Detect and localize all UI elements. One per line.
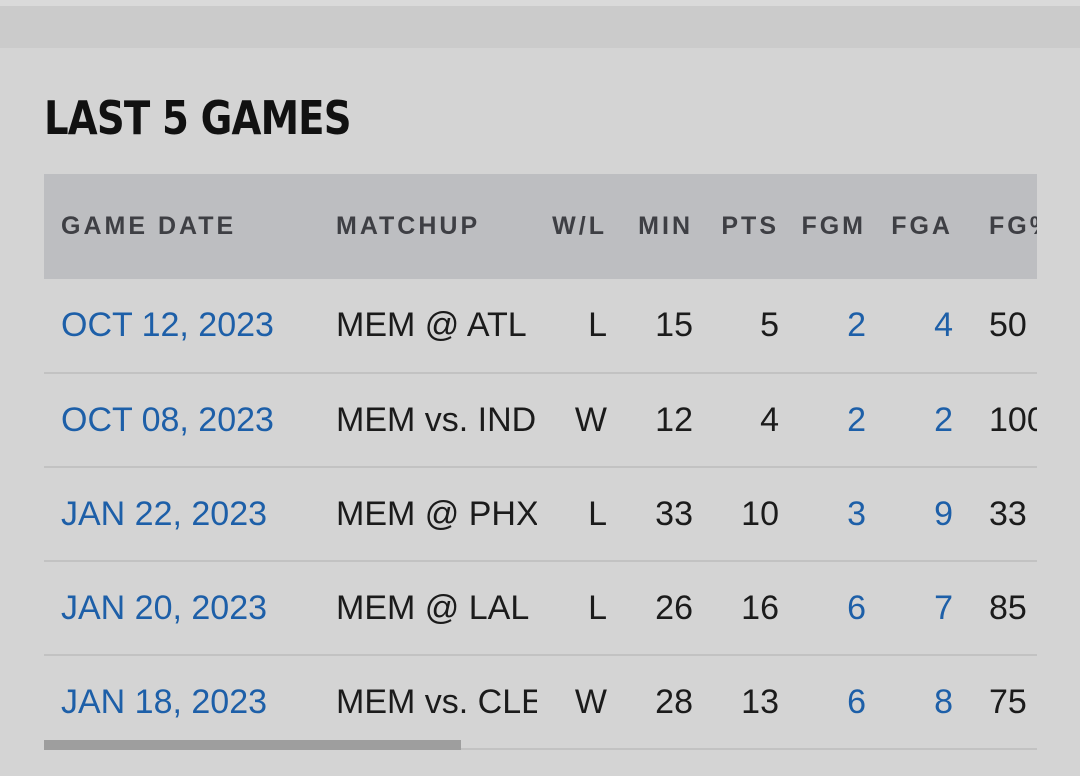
fgm-link[interactable]: 6 — [847, 682, 866, 721]
pts-cell: 16 — [741, 588, 779, 627]
header-fgm[interactable]: FGM — [801, 212, 866, 240]
table-row: JAN 18, 2023 MEM vs. CLE W 28 13 6 8 75 — [44, 655, 1037, 749]
fga-link[interactable]: 9 — [934, 494, 953, 533]
fga-link[interactable]: 8 — [934, 682, 953, 721]
game-date-link[interactable]: OCT 08, 2023 — [61, 400, 274, 439]
table-row: OCT 08, 2023 MEM vs. IND W 12 4 2 2 100 — [44, 373, 1037, 467]
fgm-link[interactable]: 3 — [847, 494, 866, 533]
wl-cell: L — [588, 494, 607, 533]
game-date-link[interactable]: JAN 18, 2023 — [61, 682, 268, 721]
top-band-inner — [0, 6, 1080, 48]
fgm-link[interactable]: 6 — [847, 588, 866, 627]
scrollbar-thumb[interactable] — [44, 740, 461, 750]
fg-pct-cell: 100 — [989, 400, 1037, 439]
header-game-date[interactable]: GAME DATE — [61, 212, 237, 240]
matchup-cell: MEM @ ATL — [336, 306, 527, 344]
table-row: JAN 22, 2023 MEM @ PHX L 33 10 3 9 33 — [44, 467, 1037, 561]
matchup-cell: MEM @ PHX — [336, 494, 537, 533]
header-pts[interactable]: PTS — [721, 212, 779, 240]
pts-cell: 10 — [741, 494, 779, 533]
header-min[interactable]: MIN — [638, 212, 693, 240]
table-row: OCT 12, 2023 MEM @ ATL L 15 5 2 4 50 — [44, 279, 1037, 373]
matchup-cell: MEM vs. IND — [336, 400, 537, 439]
header-fg-pct[interactable]: FG% — [989, 212, 1037, 240]
min-cell: 28 — [655, 682, 693, 721]
horizontal-scrollbar[interactable] — [44, 740, 1037, 750]
table-row: JAN 20, 2023 MEM @ LAL L 26 16 6 7 85 — [44, 561, 1037, 655]
header-wl[interactable]: W/L — [552, 212, 607, 240]
header-matchup[interactable]: MATCHUP — [336, 212, 481, 240]
pts-cell: 4 — [760, 400, 779, 439]
wl-cell: W — [574, 682, 607, 721]
fg-pct-cell: 50 — [989, 306, 1027, 344]
min-cell: 15 — [655, 306, 693, 344]
pts-cell: 5 — [760, 306, 779, 344]
matchup-cell: MEM @ LAL — [336, 588, 530, 627]
wl-cell: L — [588, 306, 607, 344]
stats-table-container[interactable]: GAME DATE MATCHUP W/L MIN PTS FGM FGA FG… — [44, 174, 1037, 754]
fg-pct-cell: 85 — [989, 588, 1027, 627]
matchup-cell: MEM vs. CLE — [336, 682, 537, 721]
table-header-row: GAME DATE MATCHUP W/L MIN PTS FGM FGA FG… — [44, 174, 1037, 279]
fg-pct-cell: 75 — [989, 682, 1027, 721]
min-cell: 33 — [655, 494, 693, 533]
pts-cell: 13 — [741, 682, 779, 721]
fg-pct-cell: 33 — [989, 494, 1027, 533]
wl-cell: W — [574, 400, 607, 439]
min-cell: 12 — [655, 400, 693, 439]
last-games-table: GAME DATE MATCHUP W/L MIN PTS FGM FGA FG… — [44, 174, 1037, 750]
fgm-link[interactable]: 2 — [847, 306, 866, 344]
game-date-link[interactable]: OCT 12, 2023 — [61, 306, 274, 344]
min-cell: 26 — [655, 588, 693, 627]
section-title: LAST 5 GAMES — [44, 91, 352, 145]
game-date-link[interactable]: JAN 22, 2023 — [61, 494, 268, 533]
fga-link[interactable]: 2 — [934, 400, 953, 439]
header-fga[interactable]: FGA — [891, 212, 953, 240]
game-date-link[interactable]: JAN 20, 2023 — [61, 588, 268, 627]
top-band — [0, 0, 1080, 48]
fgm-link[interactable]: 2 — [847, 400, 866, 439]
fga-link[interactable]: 4 — [934, 306, 953, 344]
fga-link[interactable]: 7 — [934, 588, 953, 627]
wl-cell: L — [588, 588, 607, 627]
